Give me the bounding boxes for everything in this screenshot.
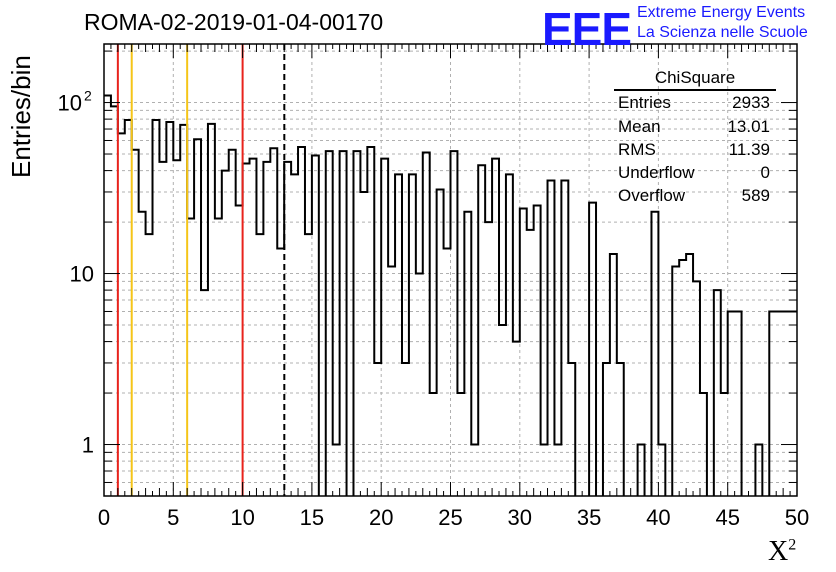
chart-title: ROMA-02-2019-01-04-00170 (84, 9, 384, 35)
x-tick-label: 50 (785, 505, 809, 530)
x-tick-label: 25 (438, 505, 462, 530)
stats-row-entries: Entries 2933 (618, 93, 770, 112)
logo-tagline-1: Extreme Energy Events (637, 4, 806, 21)
eee-logo: EEE (542, 3, 632, 55)
stats-box-title: ChiSquare (654, 68, 736, 87)
x-tick-label: 20 (369, 505, 393, 530)
x-tick-label: 30 (508, 505, 532, 530)
stats-row-mean: Mean 13.01 (618, 117, 770, 136)
stats-row-underflow: Underflow 0 (618, 163, 770, 182)
histogram-series (104, 94, 797, 496)
stats-row-overflow: Overflow 589 (618, 186, 770, 205)
x-tick-label: 10 (230, 505, 254, 530)
x-axis-label: X2 (768, 536, 797, 567)
x-tick-label: 35 (577, 505, 601, 530)
x-tick-label: 5 (167, 505, 179, 530)
y-tick-label: 10 (58, 91, 82, 116)
y-tick-label: 10 (70, 262, 94, 287)
y-tick-label: 1 (82, 433, 94, 458)
x-tick-label: 0 (98, 505, 110, 530)
y-axis-label: Entries/bin (6, 55, 36, 178)
x-tick-label: 15 (300, 505, 324, 530)
y-tick-label-exponent: 2 (84, 88, 92, 104)
x-tick-label: 40 (646, 505, 670, 530)
stats-row-rms: RMS 11.39 (618, 140, 770, 159)
x-tick-label: 45 (715, 505, 739, 530)
logo-tagline-2: La Scienza nelle Scuole (637, 24, 808, 41)
